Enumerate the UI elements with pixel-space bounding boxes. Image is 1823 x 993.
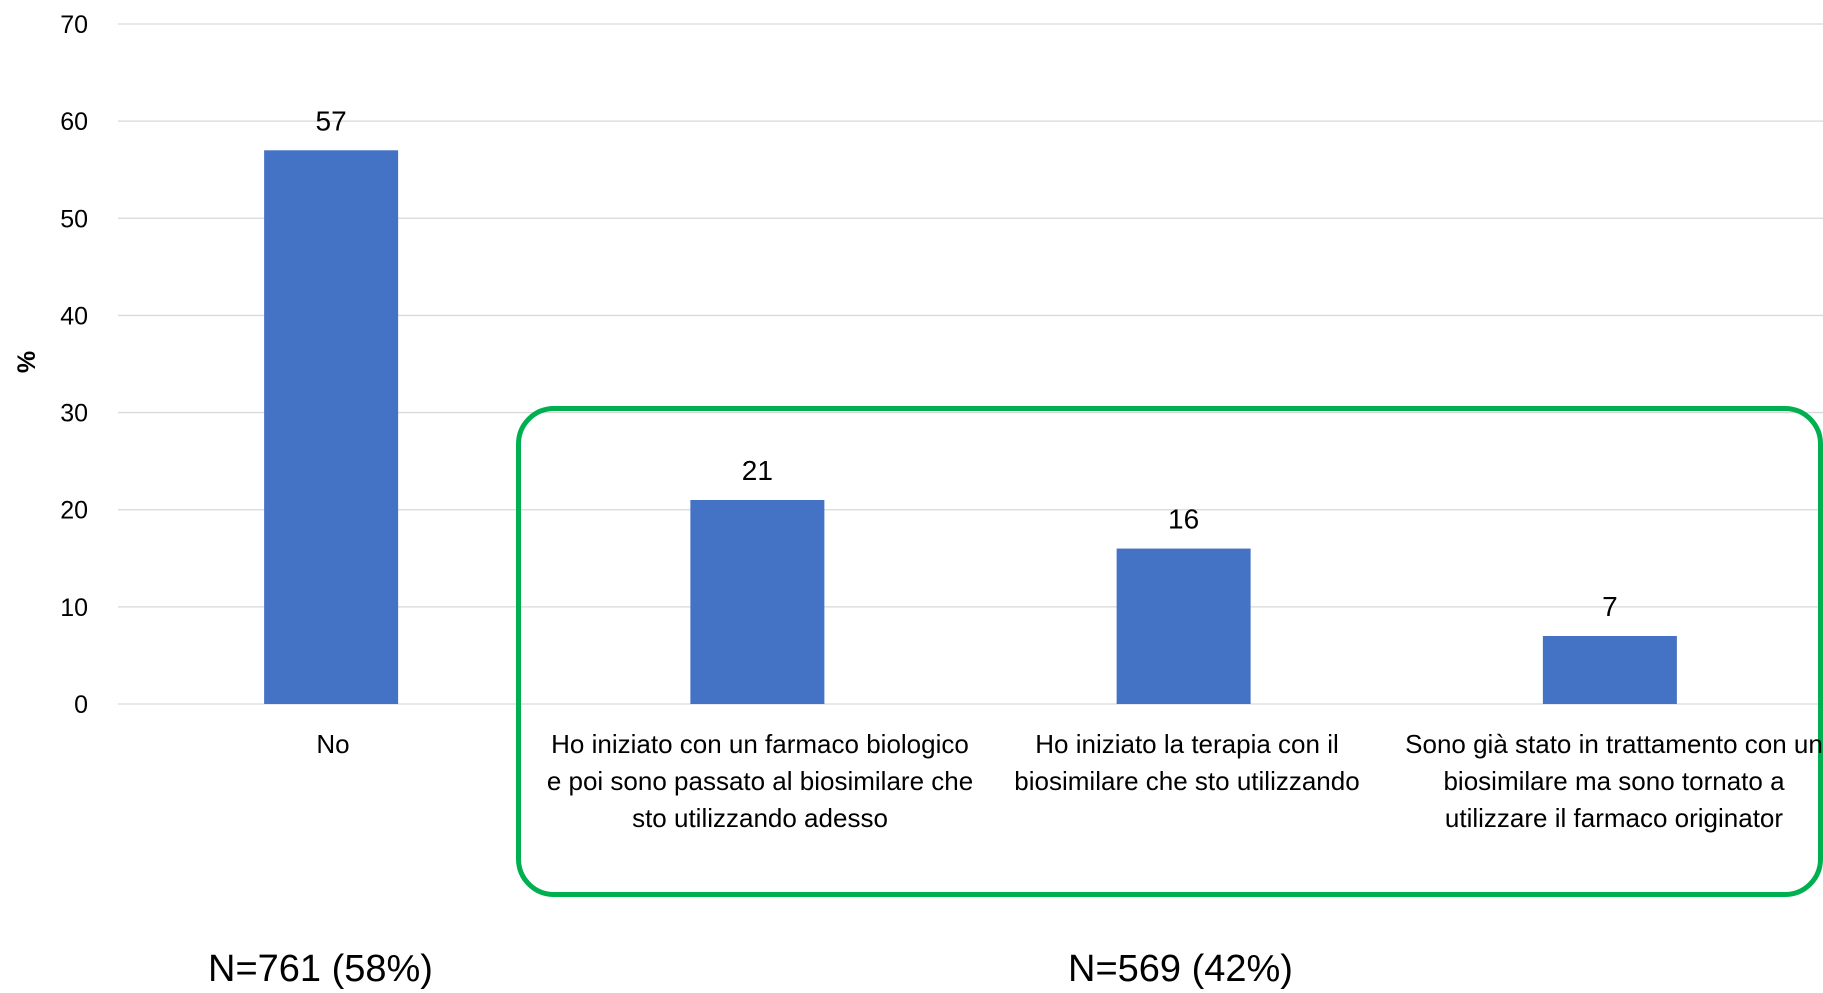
data-label: 7 [1602,591,1618,622]
y-tick-label: 10 [60,594,88,622]
gridlines [118,23,1823,705]
data-label: 21 [742,455,773,486]
bar [264,150,399,705]
y-tick-label: 50 [60,205,88,233]
group-note-yes: N=569 (42%) [1068,948,1293,990]
y-tick-label: 70 [60,11,88,39]
bar [1116,548,1251,704]
y-tick-label: 60 [60,108,88,136]
data-labels: 57 21 16 7 [316,105,1618,622]
y-tick-label: 30 [60,400,88,428]
category-label-returned-to-originator: Sono già stato in trattamento con un bio… [1405,729,1823,833]
category-label-started-with-biosimilar: Ho iniziato la terapia con il biosimilar… [1014,729,1360,796]
bars [264,150,1677,705]
highlight-group-box [516,406,1823,897]
category-label-switched-to-biosimilar: Ho iniziato con un farmaco biologico e p… [546,729,974,833]
y-tick-label: 40 [60,302,88,330]
data-label: 16 [1168,504,1199,535]
bar [690,500,825,704]
y-tick-label: 20 [60,497,88,525]
y-axis-label: % [13,351,41,373]
y-tick-label: 0 [74,691,88,719]
y-axis-ticks: 0 10 20 30 40 50 60 70 [60,11,88,719]
bar [1542,636,1677,704]
category-label-no: No [316,729,350,759]
data-label: 57 [316,105,347,136]
group-note-no: N=761 (58%) [208,948,433,990]
